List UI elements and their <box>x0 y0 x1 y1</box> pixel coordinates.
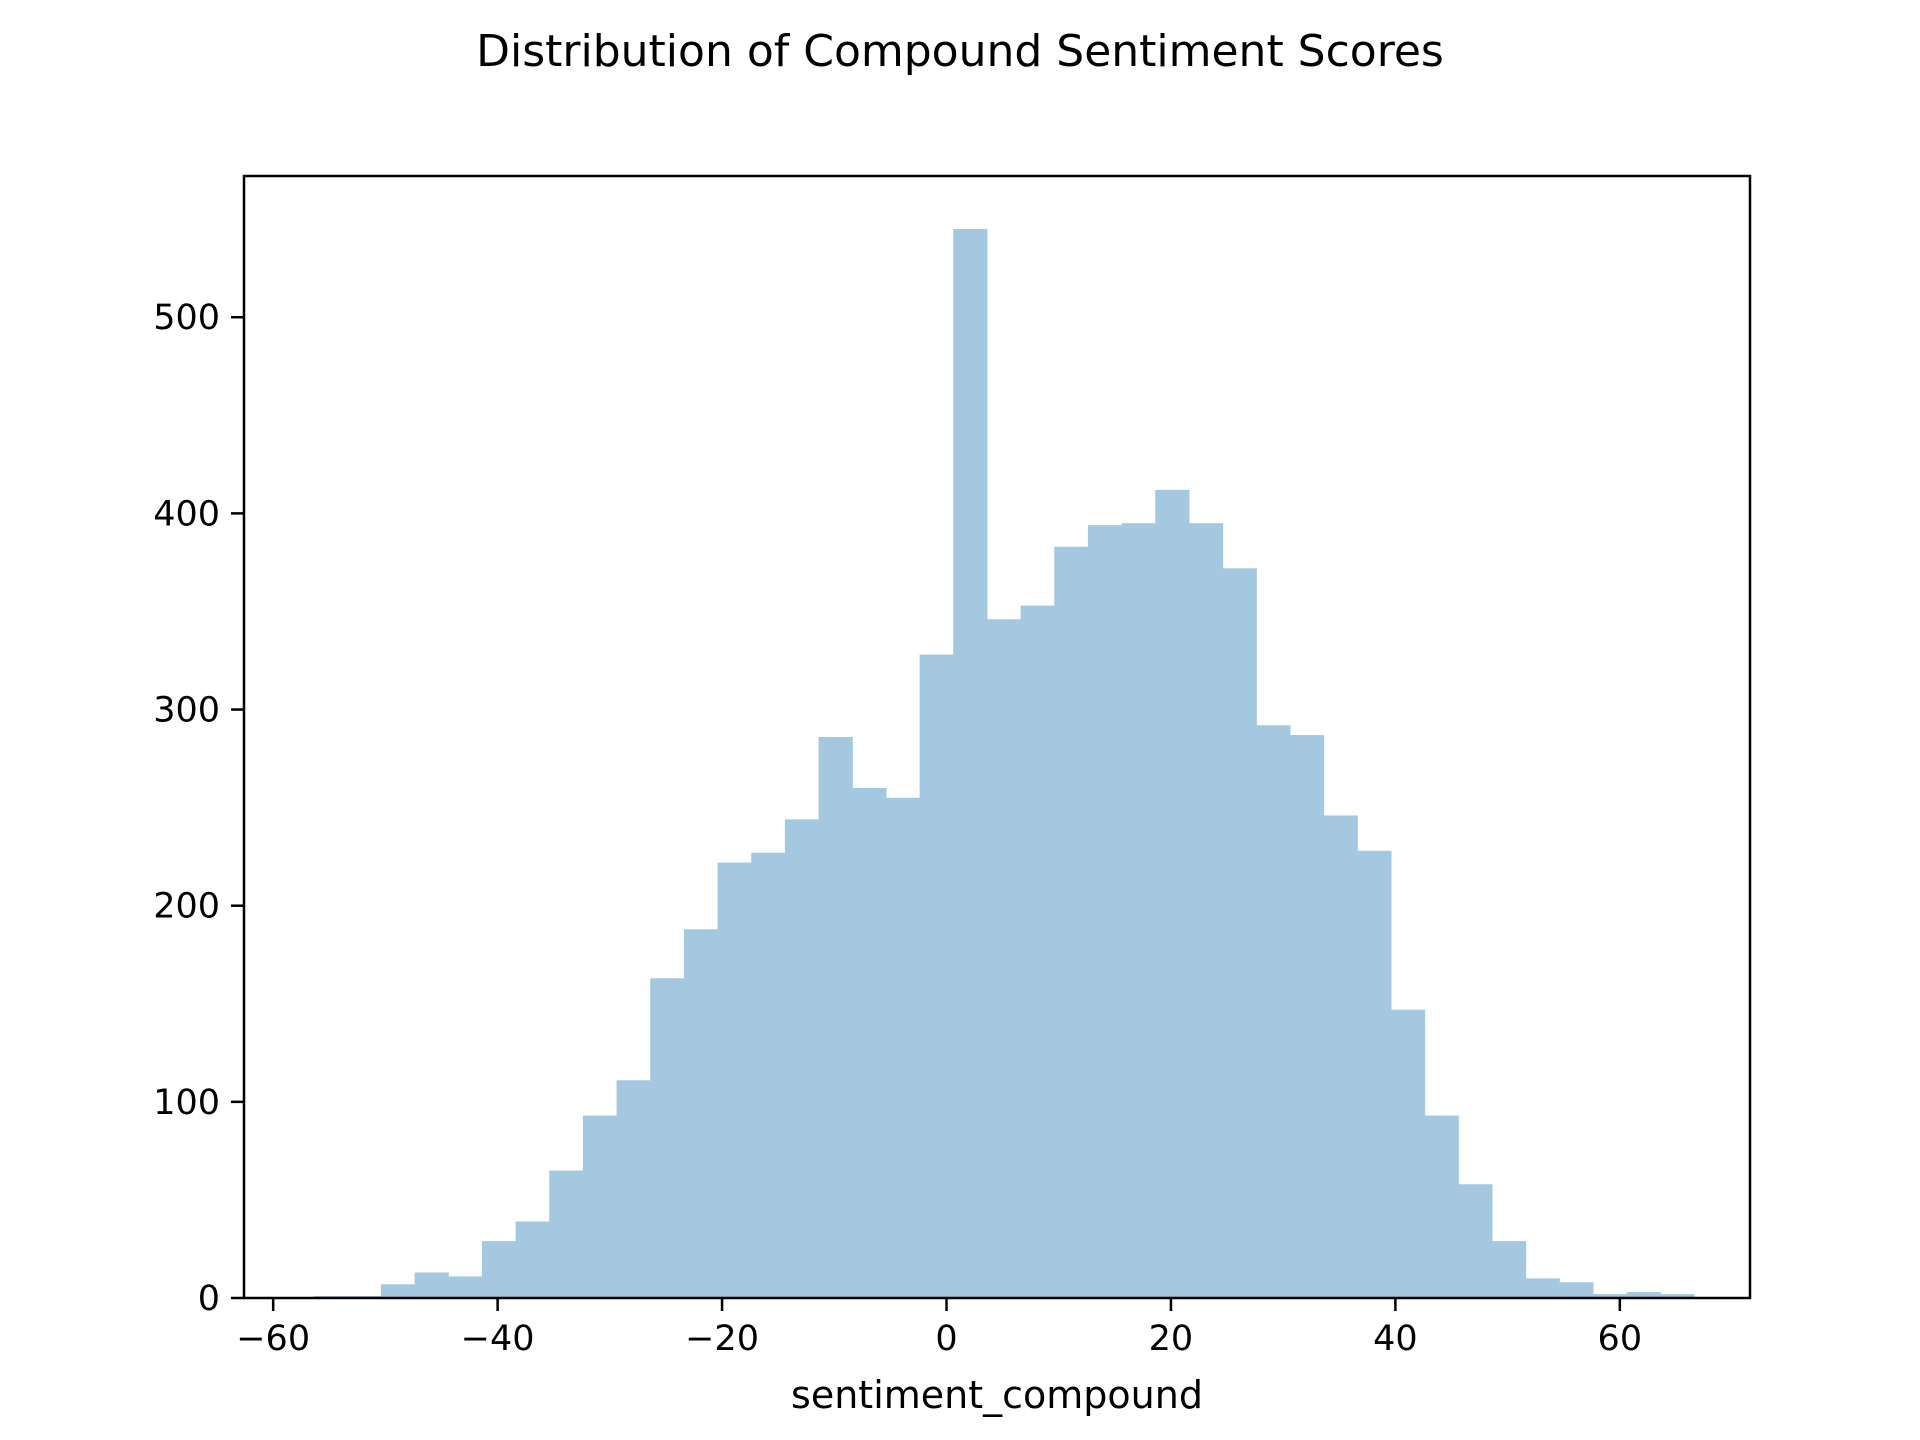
histogram-bar-9 <box>616 1080 651 1298</box>
histogram-bar-23 <box>1087 525 1123 1298</box>
y-tick-label: 300 <box>153 691 220 731</box>
y-tick-label: 200 <box>153 887 220 927</box>
histogram-bar-4 <box>448 1276 483 1298</box>
histogram-bar-14 <box>784 819 820 1298</box>
histogram-bar-8 <box>582 1115 618 1298</box>
y-tick-label: 500 <box>153 298 220 338</box>
histogram-bar-31 <box>1357 850 1392 1298</box>
x-tick-label: 20 <box>1149 1319 1194 1359</box>
y-axis: 0 100 200 300 400 500 <box>153 298 244 1319</box>
histogram-bar-12 <box>717 862 752 1298</box>
histogram-bar-7 <box>549 1170 584 1298</box>
histogram-bar-38 <box>1592 1294 1628 1298</box>
x-tick-label: −20 <box>685 1319 759 1359</box>
histogram-bar-15 <box>818 737 853 1298</box>
histogram-bar-13 <box>751 852 786 1298</box>
histogram-bar-34 <box>1458 1184 1493 1298</box>
histogram-bar-21 <box>1020 605 1055 1298</box>
histogram-bar-6 <box>515 1221 550 1298</box>
histogram-bar-32 <box>1390 1009 1426 1298</box>
x-tick-label: −60 <box>236 1319 310 1359</box>
histogram-bar-40 <box>1660 1294 1695 1298</box>
histogram-bar-25 <box>1155 489 1190 1298</box>
histogram-bar-17 <box>885 797 921 1298</box>
histogram-bar-22 <box>1054 546 1089 1298</box>
histogram-bar-36 <box>1525 1278 1560 1298</box>
histogram-bar-33 <box>1424 1115 1459 1298</box>
plot-area-frame <box>242 174 1752 1300</box>
histogram-bar-18 <box>919 654 954 1298</box>
chart-title: Distribution of Compound Sentiment Score… <box>476 26 1444 77</box>
y-tick-label: 100 <box>153 1083 220 1123</box>
histogram-bar-24 <box>1121 523 1156 1298</box>
x-axis: −60 −40 −20 0 20 40 60 <box>236 1298 1642 1359</box>
histogram-bar-37 <box>1559 1282 1594 1298</box>
x-axis-label: sentiment_compound <box>791 1373 1203 1417</box>
histogram-bars <box>313 228 1695 1298</box>
histogram-bar-27 <box>1222 568 1257 1298</box>
y-tick-label: 400 <box>153 494 220 534</box>
y-tick-label: 0 <box>198 1279 220 1319</box>
histogram-bar-28 <box>1256 725 1291 1298</box>
histogram-bar-11 <box>683 929 719 1298</box>
histogram-bar-2 <box>380 1284 416 1298</box>
histogram-bar-35 <box>1491 1241 1527 1298</box>
x-tick-label: 0 <box>935 1319 957 1359</box>
x-tick-label: −40 <box>461 1319 535 1359</box>
histogram-bar-20 <box>986 619 1022 1298</box>
x-tick-label: 40 <box>1373 1319 1418 1359</box>
histogram-bar-30 <box>1323 815 1358 1298</box>
histogram-bar-39 <box>1626 1292 1661 1298</box>
histogram-bar-19 <box>953 228 988 1298</box>
histogram-bar-16 <box>852 788 887 1298</box>
histogram-bar-5 <box>481 1241 517 1298</box>
histogram-bar-26 <box>1188 523 1224 1298</box>
histogram-bar-10 <box>650 978 685 1298</box>
histogram-bar-3 <box>414 1272 449 1298</box>
x-tick-label: 60 <box>1598 1319 1643 1359</box>
histogram-bar-29 <box>1289 735 1325 1298</box>
